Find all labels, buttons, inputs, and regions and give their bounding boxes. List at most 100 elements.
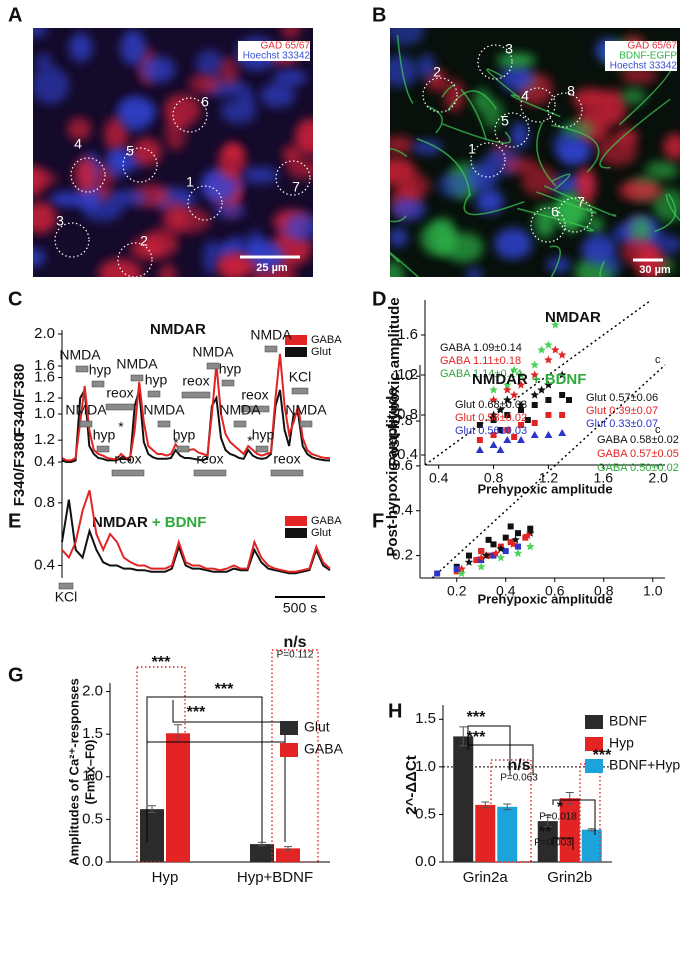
legend-label: GAD 65/67 xyxy=(628,41,678,52)
x-tick-label: 1.2 xyxy=(539,470,559,486)
cell-outline xyxy=(547,92,583,128)
point xyxy=(508,539,518,548)
blob xyxy=(618,179,662,202)
y-axis-label: Post-hypoxic amplitude xyxy=(386,297,403,466)
y-tick-label: 0.0 xyxy=(82,853,103,870)
y-tick-label: 1.0 xyxy=(34,405,55,422)
blob xyxy=(107,189,148,207)
blob xyxy=(220,99,257,124)
annotation: hyp xyxy=(93,427,116,443)
neurite xyxy=(442,123,511,144)
neurite xyxy=(460,88,487,141)
blob xyxy=(500,63,534,92)
error-bar xyxy=(481,801,490,809)
neurite xyxy=(441,83,456,98)
annotation: NMDA xyxy=(285,402,327,418)
point xyxy=(503,385,512,394)
significance-bracket xyxy=(467,725,511,775)
annotation: hyp xyxy=(219,361,242,377)
annotation: hyp xyxy=(173,427,196,443)
cell-outline xyxy=(172,97,208,133)
blob xyxy=(430,217,457,256)
y-tick-label: 0.4 xyxy=(397,446,418,463)
protocol-bar xyxy=(206,362,220,370)
bar xyxy=(497,806,518,862)
annotation: Glut 0.68±0.03 xyxy=(455,399,527,411)
annotation: c xyxy=(655,354,661,366)
y-tick-label: 1.5 xyxy=(82,725,103,742)
annotation: P=0.063 xyxy=(500,773,538,784)
annotation: *** xyxy=(467,709,486,726)
neurite xyxy=(549,245,561,277)
x-tick-label: 1.0 xyxy=(643,583,663,599)
significance-bracket xyxy=(467,744,534,775)
x-tick-label: 2.0 xyxy=(648,470,668,486)
legend-bg xyxy=(238,51,310,61)
blob xyxy=(390,28,425,46)
point xyxy=(502,534,509,541)
blob xyxy=(616,128,639,145)
annotation: n/s xyxy=(283,634,306,651)
point xyxy=(503,380,512,389)
bar xyxy=(276,848,300,862)
chart-title: NMDAR xyxy=(92,514,148,531)
blob xyxy=(502,157,538,174)
blob xyxy=(465,267,483,277)
blob xyxy=(391,196,427,222)
protocol-bar xyxy=(255,445,269,453)
blob xyxy=(188,73,221,95)
highlight-box xyxy=(271,649,319,863)
point xyxy=(516,400,526,409)
annotation: *** xyxy=(467,729,486,746)
point xyxy=(476,422,483,428)
neurite xyxy=(665,193,680,222)
micrograph-a xyxy=(33,28,313,277)
annotation: reox xyxy=(182,373,209,389)
cell-outline xyxy=(275,160,311,196)
point xyxy=(503,395,512,404)
point xyxy=(559,392,566,398)
point xyxy=(566,397,572,403)
point xyxy=(490,552,497,559)
legend-label: BDNF+Hyp xyxy=(609,757,680,773)
blob xyxy=(140,56,176,83)
blob xyxy=(494,227,533,260)
neurite xyxy=(463,192,525,216)
cell-outline xyxy=(470,142,506,178)
cell-outline xyxy=(520,87,556,123)
point xyxy=(557,350,567,359)
legend-swatch xyxy=(285,528,307,538)
cell-label: 1 xyxy=(186,174,194,190)
annotation: *** xyxy=(215,681,234,698)
annotation: NMDA xyxy=(192,344,234,360)
chart-title-suffix: + BDNF xyxy=(532,371,587,388)
point xyxy=(496,553,506,562)
legend-label: Glut xyxy=(311,527,331,539)
blob xyxy=(465,162,498,193)
annotation: *** xyxy=(152,654,171,671)
blob xyxy=(33,247,46,267)
y-tick-label: 0.0 xyxy=(415,853,436,870)
blob xyxy=(33,202,57,234)
legend-swatch xyxy=(585,759,603,773)
chart-title-suffix: + BDNF xyxy=(152,514,207,531)
neurite xyxy=(390,251,420,277)
point xyxy=(545,412,552,418)
protocol-bar xyxy=(264,345,278,353)
protocol-bar xyxy=(221,379,235,387)
cell-label: 7 xyxy=(577,194,585,210)
blob xyxy=(390,260,405,277)
point xyxy=(489,410,498,419)
point xyxy=(557,370,567,379)
blob xyxy=(575,167,597,204)
legend-swatch xyxy=(280,721,298,735)
error-bar xyxy=(284,846,292,851)
blob xyxy=(219,57,239,87)
blob xyxy=(534,204,556,239)
point xyxy=(544,340,553,349)
legend-swatch xyxy=(585,737,603,751)
bar xyxy=(453,736,474,862)
blob xyxy=(67,117,92,141)
annotation: GABA 1.11±0.18 xyxy=(440,355,521,367)
protocol-bar xyxy=(75,365,89,373)
